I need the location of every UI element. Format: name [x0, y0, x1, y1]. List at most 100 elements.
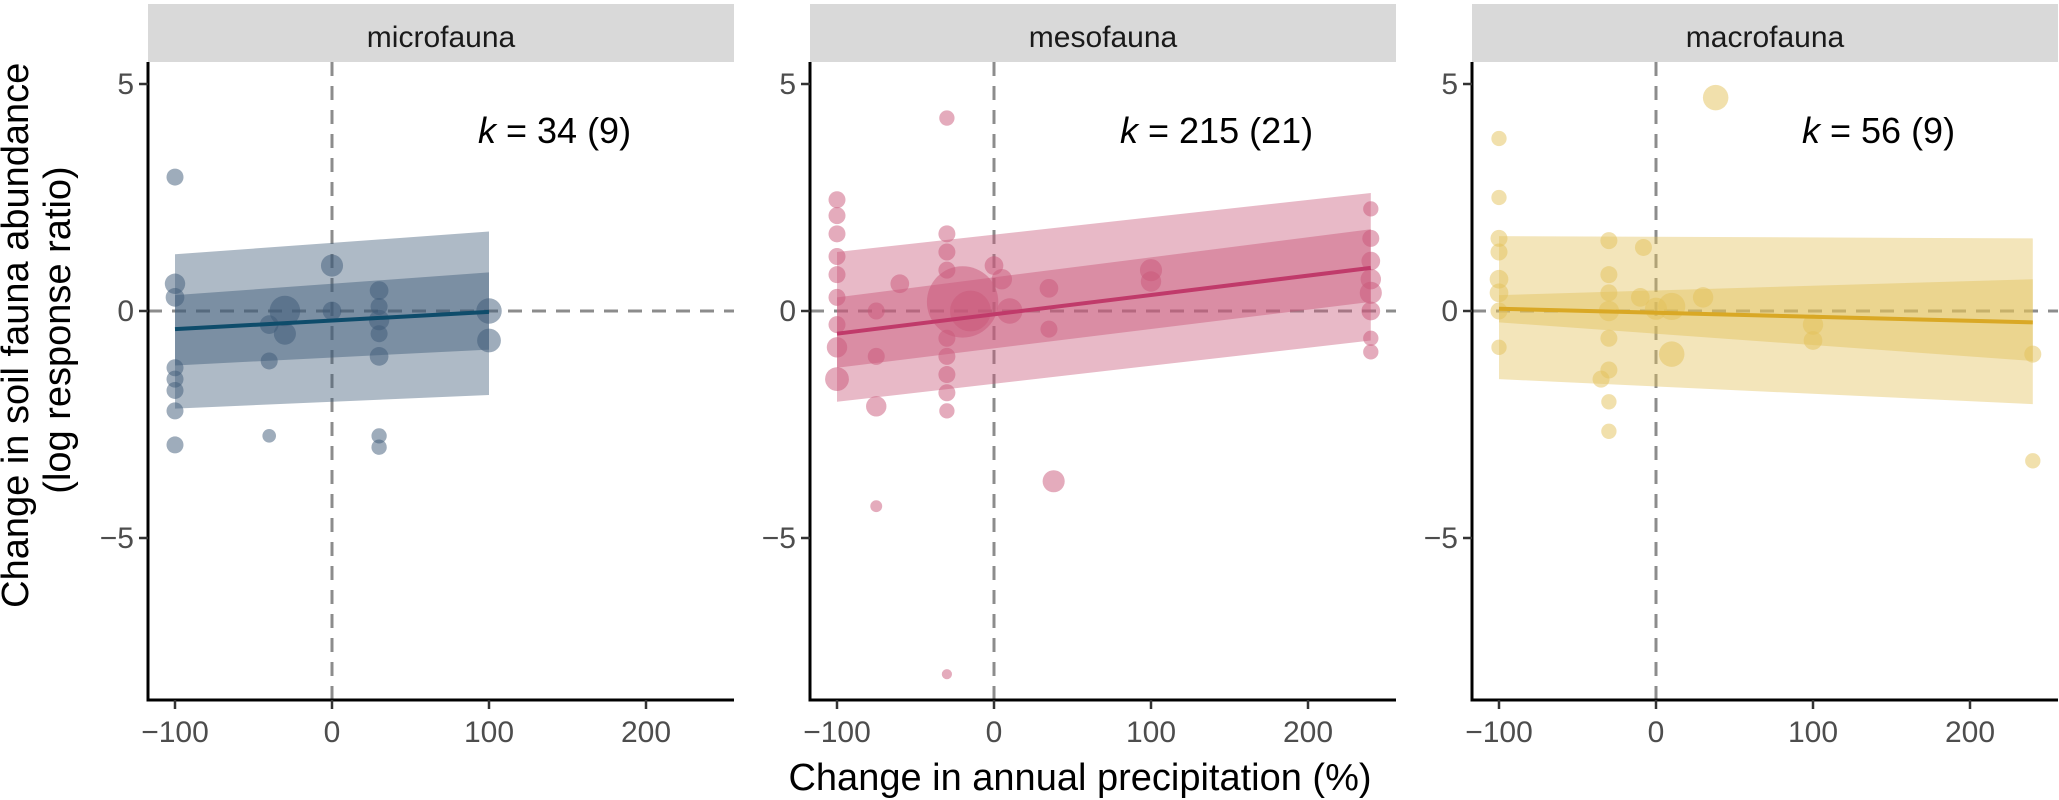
data-point — [1359, 281, 1382, 304]
data-point — [828, 288, 846, 306]
data-point — [828, 191, 846, 209]
data-point — [1040, 320, 1058, 338]
data-point — [1702, 84, 1729, 111]
data-point — [1490, 229, 1508, 247]
x-tick-label: 100 — [464, 716, 514, 749]
x-tick-label: 200 — [621, 716, 671, 749]
data-point — [867, 347, 885, 365]
data-point — [1658, 341, 1685, 367]
data-point — [867, 302, 885, 320]
data-point — [1490, 243, 1508, 261]
data-point — [828, 225, 846, 243]
data-point — [1140, 271, 1162, 292]
data-point — [166, 436, 184, 454]
k-annotation: k = 34 (9) — [478, 110, 631, 151]
strip-background — [1472, 4, 2058, 62]
data-point — [370, 325, 388, 343]
data-point — [165, 288, 185, 307]
data-point — [939, 403, 955, 419]
y-tick-label: 0 — [117, 295, 134, 328]
data-point — [1042, 470, 1065, 493]
data-point — [938, 243, 956, 261]
x-tick-label: 0 — [324, 716, 341, 749]
data-point — [320, 254, 344, 277]
strip-label-mesofauna: mesofauna — [1029, 21, 1178, 54]
strip-label-macrofauna: macrofauna — [1686, 21, 1845, 54]
data-point — [476, 298, 502, 324]
data-point — [1363, 344, 1379, 360]
y-tick-label: 5 — [779, 68, 796, 101]
data-point — [941, 669, 953, 680]
regression-line — [174, 309, 490, 332]
data-point — [828, 316, 846, 334]
data-point — [939, 110, 955, 126]
data-point — [164, 273, 186, 294]
y-axis-title-line-1: Change in soil fauna abundance — [0, 63, 37, 608]
regression-line — [836, 265, 1372, 336]
strip-background — [148, 4, 734, 62]
data-point — [269, 295, 301, 327]
data-point — [1039, 278, 1059, 298]
k-value: = 34 (9) — [496, 110, 631, 151]
data-point — [1363, 330, 1379, 346]
k-symbol: k — [478, 110, 498, 151]
y-tick-label: −5 — [762, 522, 796, 555]
data-point — [1361, 301, 1381, 321]
data-point — [368, 309, 390, 331]
data-point — [938, 347, 956, 365]
data-point — [370, 297, 388, 315]
x-tick-label: 100 — [1126, 716, 1176, 749]
data-point — [371, 428, 387, 444]
data-point — [371, 439, 387, 455]
x-tick-label: −100 — [803, 716, 871, 749]
k-annotation: k = 56 (9) — [1802, 110, 1955, 151]
y-tick-label: 5 — [117, 68, 134, 101]
y-tick-label: −5 — [1424, 522, 1458, 555]
data-point — [870, 500, 883, 513]
y-tick-label: 0 — [779, 295, 796, 328]
data-point — [828, 266, 846, 284]
data-point — [1630, 288, 1650, 307]
data-point — [825, 367, 849, 391]
data-point — [1491, 130, 1507, 147]
data-point — [828, 207, 846, 225]
k-value: = 56 (9) — [1820, 110, 1955, 151]
data-point — [1600, 284, 1618, 302]
prediction-band — [1499, 236, 2033, 405]
data-point — [1634, 238, 1652, 256]
y-axis-title-line-2: (log response ratio) — [37, 166, 79, 493]
plot-area: 5 0 −5 −100 0 100 200 — [100, 62, 734, 749]
x-tick-label: 200 — [1945, 716, 1995, 749]
data-point — [828, 248, 846, 266]
data-point — [1490, 302, 1508, 320]
panel-mesofauna: mesofauna 5 0 −5 −100 0 100 200 k = 215 (21) — [762, 4, 1396, 749]
k-symbol: k — [1120, 110, 1140, 151]
data-point — [1489, 269, 1509, 289]
x-tick-label: 200 — [1283, 716, 1333, 749]
data-point — [1592, 370, 1610, 388]
k-annotation: k = 215 (21) — [1120, 110, 1313, 151]
data-point — [938, 366, 956, 384]
data-point — [991, 269, 1013, 290]
data-point — [1601, 394, 1617, 410]
y-tick-label: 0 — [1441, 295, 1458, 328]
data-point — [1658, 292, 1686, 321]
data-point — [826, 337, 848, 358]
data-point — [938, 384, 956, 402]
panel-macrofauna: macrofauna 5 0 −5 −100 0 100 200 k = 56 (9) — [1424, 4, 2058, 749]
data-point — [2024, 345, 2042, 363]
data-point — [866, 396, 887, 417]
data-point — [1600, 266, 1618, 284]
data-point — [1362, 229, 1380, 247]
x-tick-label: 0 — [986, 716, 1003, 749]
data-point — [1491, 339, 1507, 355]
data-point — [260, 352, 278, 370]
regression-line — [1498, 306, 2033, 325]
data-point — [1489, 283, 1509, 303]
data-point — [369, 281, 389, 300]
k-symbol: k — [1802, 110, 1822, 151]
x-tick-label: −100 — [1465, 716, 1533, 749]
y-tick-label: 5 — [1441, 68, 1458, 101]
plot-area: 5 0 −5 −100 0 100 200 — [1424, 62, 2058, 749]
